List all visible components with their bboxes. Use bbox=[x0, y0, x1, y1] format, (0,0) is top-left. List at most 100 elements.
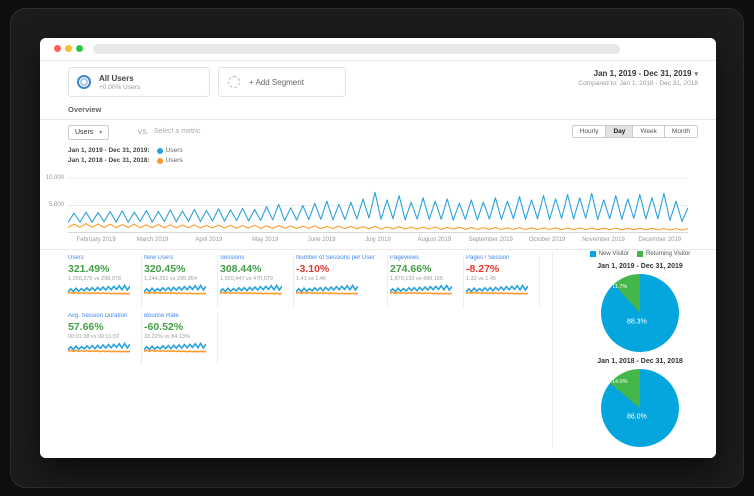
metric-card-compare: 1.33 vs 1.45 bbox=[466, 276, 496, 282]
pie-chart-title-2018: Jan 1, 2018 - Dec 31, 2018 bbox=[597, 358, 683, 365]
metric-sparkline bbox=[466, 284, 528, 296]
metric-card-value: 308.44% bbox=[220, 263, 262, 275]
metric-card: Sessions 308.44% 1,920,447 vs 470,079 bbox=[220, 255, 294, 307]
series-color-dot-icon bbox=[156, 157, 163, 164]
metric-card-value: 274.66% bbox=[390, 263, 432, 275]
date-range-secondary: Jan 1, 2018 - Dec 31, 2018 bbox=[619, 80, 698, 87]
metric-card-compare: 1,870,133 vs 499,155 bbox=[390, 276, 443, 282]
metric-sparkline bbox=[390, 284, 452, 296]
x-axis-month-label: March 2019 bbox=[136, 237, 169, 243]
section-divider bbox=[40, 249, 716, 250]
x-axis-month-label: September 2019 bbox=[468, 237, 513, 243]
legend-item-new-visitor: New Visitor bbox=[589, 251, 629, 257]
all-users-segment[interactable]: All Users +0.00% Users bbox=[68, 67, 210, 97]
metric-sparkline bbox=[220, 284, 282, 296]
new-vs-returning-pie-2019: 11.7% 88.3% bbox=[601, 274, 679, 352]
x-axis-month-label: October 2019 bbox=[528, 237, 566, 243]
legend-range-label: Jan 1, 2018 - Dec 31, 2018: bbox=[68, 157, 150, 164]
metric-selector-dropdown[interactable]: Users ▾ bbox=[68, 125, 110, 140]
metric-cards-grid: Users 321.49% 1,256,375 vs 298,078 New U… bbox=[68, 255, 540, 375]
segment-subtitle: +0.00% Users bbox=[99, 83, 141, 91]
segment-scope-icon bbox=[77, 75, 91, 89]
series-color-dot-icon bbox=[156, 147, 163, 154]
returning-visitor-swatch-icon bbox=[636, 251, 643, 257]
pie-label-returning: 11.7% bbox=[612, 284, 628, 291]
metric-card-value: 320.45% bbox=[144, 263, 186, 275]
visitor-type-panel: New Visitor Returning Visitor Jan 1, 201… bbox=[560, 251, 716, 447]
vs-label: VS. bbox=[138, 129, 149, 136]
metric-card-title[interactable]: Avg. Session Duration bbox=[68, 313, 128, 319]
new-visitor-label: New Visitor bbox=[598, 251, 629, 257]
add-segment-circle-icon bbox=[228, 76, 240, 88]
metric-card-value: 321.49% bbox=[68, 263, 110, 275]
metric-sparkline bbox=[68, 342, 130, 354]
y-axis-tick-label: 5,000 bbox=[48, 202, 64, 208]
new-visitor-swatch-icon bbox=[589, 251, 596, 257]
browser-titlebar bbox=[40, 38, 716, 61]
x-axis-month-label: May 2019 bbox=[252, 237, 279, 243]
window-minimize-button[interactable] bbox=[65, 45, 72, 52]
x-axis-labels: February 2019 March 2019 April 2019 May … bbox=[68, 237, 688, 243]
metric-sparkline bbox=[144, 284, 206, 296]
metric-card: Users 321.49% 1,256,375 vs 298,078 bbox=[68, 255, 142, 307]
tab-overview[interactable]: Overview bbox=[68, 105, 102, 114]
x-axis-month-label: July 2019 bbox=[365, 237, 391, 243]
window-close-button[interactable] bbox=[54, 45, 61, 52]
new-vs-returning-pie-2018: 14.0% 86.0% bbox=[601, 369, 679, 447]
granularity-button-hourly[interactable]: Hourly bbox=[572, 126, 606, 137]
metric-card-title[interactable]: New Users bbox=[144, 255, 174, 261]
legend-item-returning-visitor: Returning Visitor bbox=[636, 251, 691, 257]
add-segment-button[interactable]: + Add Segment bbox=[218, 67, 346, 97]
address-bar[interactable] bbox=[93, 44, 620, 54]
metric-card-title[interactable]: Sessions bbox=[220, 255, 245, 261]
panel-divider bbox=[552, 251, 553, 449]
metric-card-value: 57.66% bbox=[68, 321, 104, 333]
metric-card: Pageviews 274.66% 1,870,133 vs 499,155 bbox=[390, 255, 464, 307]
granularity-button-day[interactable]: Day bbox=[605, 126, 633, 137]
x-axis-month-label: December 2019 bbox=[638, 237, 682, 243]
legend-row-2019: Jan 1, 2019 - Dec 31, 2019: Users bbox=[68, 147, 183, 154]
select-metric-dropdown[interactable]: Select a metric bbox=[154, 128, 201, 135]
granularity-toggle: Hourly Day Week Month bbox=[571, 125, 698, 138]
visitor-type-legend: New Visitor Returning Visitor bbox=[560, 251, 716, 257]
metric-selector-label: Users bbox=[75, 129, 94, 136]
x-axis-month-label: November 2019 bbox=[582, 237, 625, 243]
pie-label-new: 86.0% bbox=[626, 413, 647, 421]
metric-card-title[interactable]: Pages / Session bbox=[466, 255, 510, 261]
date-range-caret-icon: ▾ bbox=[694, 71, 698, 78]
legend-row-2018: Jan 1, 2018 - Dec 31, 2018: Users bbox=[68, 157, 183, 164]
metric-card-title[interactable]: Number of Sessions per User bbox=[296, 255, 375, 261]
date-range-selector[interactable]: Jan 1, 2019 - Dec 31, 2019 ▾ Compared to:… bbox=[578, 69, 698, 87]
metric-card-compare: 1.41 vs 1.46 bbox=[296, 276, 326, 282]
granularity-button-week[interactable]: Week bbox=[632, 126, 664, 137]
metric-card-title[interactable]: Users bbox=[68, 255, 84, 261]
x-axis-month-label: April 2019 bbox=[195, 237, 223, 243]
metric-card-compare: 00:01:38 vs 00:01:02 bbox=[68, 334, 120, 340]
returning-visitor-label: Returning Visitor bbox=[645, 251, 691, 257]
date-range-primary: Jan 1, 2019 - Dec 31, 2019 bbox=[593, 69, 692, 78]
metric-sparkline bbox=[68, 284, 130, 296]
browser-window: All Users +0.00% Users + Add Segment Jan… bbox=[40, 38, 716, 458]
metric-sparkline bbox=[296, 284, 358, 296]
metric-card: Pages / Session -8.27% 1.33 vs 1.45 bbox=[466, 255, 540, 307]
metric-card-title[interactable]: Bounce Rate bbox=[144, 313, 179, 319]
date-range-compare-prefix: Compared to: bbox=[578, 80, 618, 87]
granularity-button-month[interactable]: Month bbox=[663, 126, 697, 137]
pie-chart-title-2019: Jan 1, 2019 - Dec 31, 2019 bbox=[597, 263, 683, 270]
chart-legend: Jan 1, 2019 - Dec 31, 2019: Users Jan 1,… bbox=[68, 147, 183, 167]
x-axis-month-label: June 2019 bbox=[307, 237, 336, 243]
x-axis-month-label: February 2019 bbox=[76, 237, 116, 243]
metric-card: Number of Sessions per User -3.10% 1.41 … bbox=[296, 255, 388, 307]
metric-card: Bounce Rate -60.52% 33.22% vs 84.13% bbox=[144, 313, 218, 365]
pie-label-returning: 14.0% bbox=[611, 379, 628, 386]
window-zoom-button[interactable] bbox=[76, 45, 83, 52]
tab-divider bbox=[40, 119, 716, 120]
metric-card-compare: 1,920,447 vs 470,079 bbox=[220, 276, 273, 282]
legend-series-label: Users bbox=[165, 147, 183, 154]
metric-card-compare: 33.22% vs 84.13% bbox=[144, 334, 190, 340]
metric-card: Avg. Session Duration 57.66% 00:01:38 vs… bbox=[68, 313, 142, 365]
metric-card-title[interactable]: Pageviews bbox=[390, 255, 420, 261]
timeseries-svg bbox=[68, 177, 688, 233]
pie-label-new: 88.3% bbox=[626, 318, 647, 326]
